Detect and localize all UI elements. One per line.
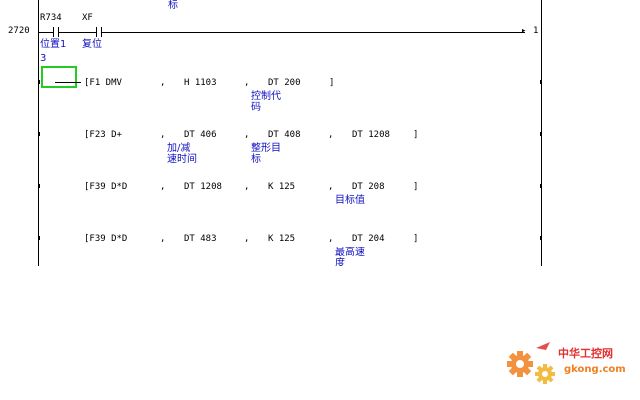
contact-r734-label[interactable]: R734 bbox=[40, 13, 62, 23]
instruction-3-op[interactable]: [F39 D*D bbox=[84, 182, 128, 192]
instruction-1-arg-1[interactable]: H 1103 bbox=[184, 78, 217, 88]
instruction-3-close: ] bbox=[413, 182, 419, 192]
rung-tick-2 bbox=[39, 132, 40, 136]
rung-wire-mid bbox=[58, 32, 96, 33]
rung-arrow-icon: ▸ bbox=[521, 26, 527, 36]
rung-tick-1 bbox=[39, 80, 40, 84]
instruction-2-close: ] bbox=[413, 130, 419, 140]
instruction-2-arg-3[interactable]: DT 1208 bbox=[352, 130, 390, 140]
instruction-4-sep-1: , bbox=[160, 234, 166, 244]
rung-wire-right bbox=[101, 32, 525, 33]
rung-tick-4r bbox=[540, 236, 541, 240]
right-power-rail bbox=[541, 0, 542, 266]
instruction-4-arg-3[interactable]: DT 204 bbox=[352, 234, 385, 244]
instruction-2-sep-2: , bbox=[244, 130, 250, 140]
rung-tick-1r bbox=[540, 80, 541, 84]
top-comment-fragment: 标 bbox=[168, 0, 178, 11]
instruction-2-op[interactable]: [F23 D+ bbox=[84, 130, 122, 140]
instruction-1-arg-2[interactable]: DT 200 bbox=[268, 78, 301, 88]
contact-xf-comment: 复位 bbox=[82, 39, 102, 50]
instruction-4-arg-3-comment: 最高速 度 bbox=[335, 247, 365, 266]
instruction-2-arg-2[interactable]: DT 408 bbox=[268, 130, 301, 140]
instruction-4-sep-2: , bbox=[244, 234, 250, 244]
rung-end-marker: 1 bbox=[533, 26, 539, 36]
gkong-watermark: 中华工控网 gkong.com bbox=[500, 338, 640, 394]
rung-tick-2r bbox=[540, 132, 541, 136]
instruction-2-arg-1-comment: 加/减 速时间 bbox=[167, 143, 197, 165]
instruction-3-arg-2[interactable]: K 125 bbox=[268, 182, 296, 192]
contact-r734-comment-cont: 3 bbox=[40, 53, 47, 64]
rung-tick-4 bbox=[39, 236, 40, 240]
instruction-4-sep-3: , bbox=[328, 234, 334, 244]
instruction-1-close: ] bbox=[329, 78, 335, 88]
instruction-3-arg-1[interactable]: DT 1208 bbox=[184, 182, 222, 192]
instr-branch-wire bbox=[55, 82, 81, 83]
instruction-1-op[interactable]: [F1 DMV bbox=[84, 78, 122, 88]
watermark-title: 中华工控网 bbox=[558, 347, 613, 360]
instruction-3-sep-1: , bbox=[160, 182, 166, 192]
rung-wire-left bbox=[38, 32, 53, 33]
instruction-4-op[interactable]: [F39 D*D bbox=[84, 234, 128, 244]
instruction-3-arg-3[interactable]: DT 208 bbox=[352, 182, 385, 192]
left-power-rail bbox=[38, 0, 39, 266]
instruction-1-arg-2-comment: 控制代 码 bbox=[251, 91, 281, 113]
instruction-4-arg-1[interactable]: DT 483 bbox=[184, 234, 217, 244]
watermark-url: gkong.com bbox=[564, 364, 626, 375]
instruction-2-arg-2-comment: 整形目 标 bbox=[251, 143, 281, 165]
instruction-4-arg-2[interactable]: K 125 bbox=[268, 234, 296, 244]
gears-icon bbox=[507, 342, 555, 384]
instruction-3-sep-3: , bbox=[328, 182, 334, 192]
selection-cursor[interactable] bbox=[41, 66, 77, 88]
rung-step-number[interactable]: 2720 bbox=[8, 26, 30, 36]
instruction-1-sep-1: , bbox=[160, 78, 166, 88]
instruction-2-arg-1[interactable]: DT 406 bbox=[184, 130, 217, 140]
instruction-3-arg-3-comment: 目标值 bbox=[335, 195, 365, 206]
instruction-3-sep-2: , bbox=[244, 182, 250, 192]
instruction-4-close: ] bbox=[413, 234, 419, 244]
instruction-1-sep-2: , bbox=[244, 78, 250, 88]
instruction-2-sep-3: , bbox=[328, 130, 334, 140]
contact-r734-comment: 位置1 bbox=[40, 39, 67, 50]
rung-tick-3r bbox=[540, 184, 541, 188]
instruction-2-sep-1: , bbox=[160, 130, 166, 140]
contact-xf-label[interactable]: XF bbox=[82, 13, 93, 23]
rung-tick-3 bbox=[39, 184, 40, 188]
